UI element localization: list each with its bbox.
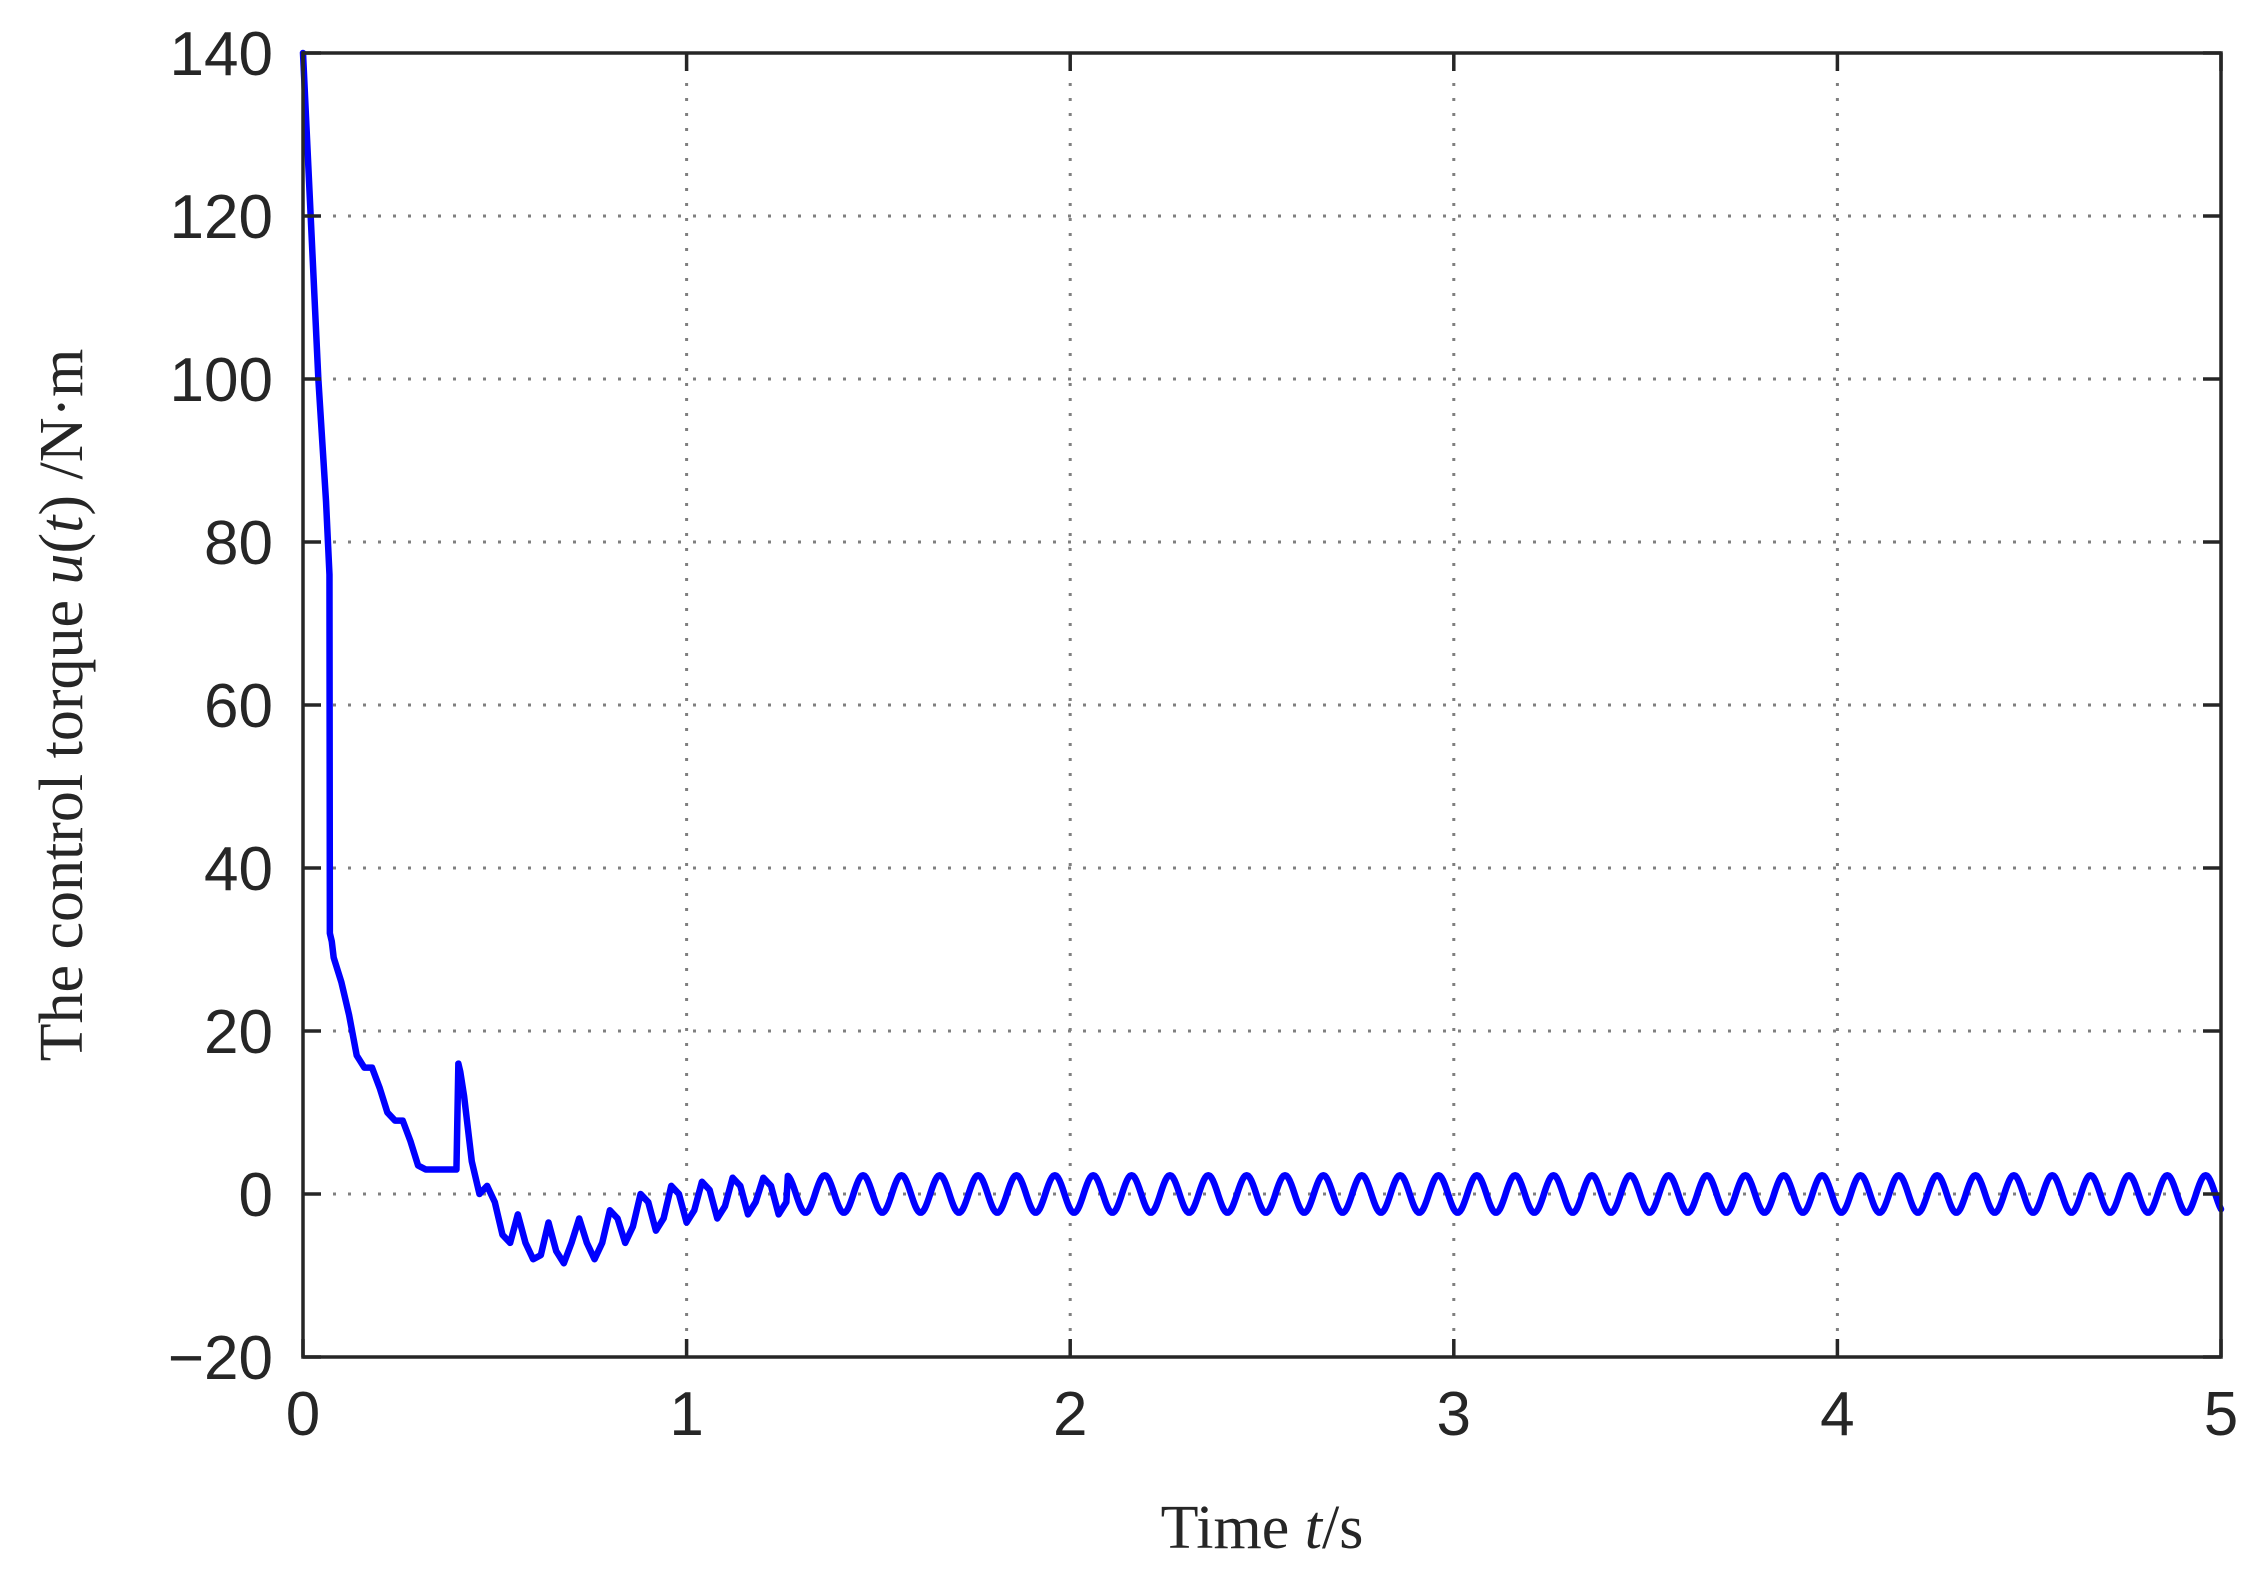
y-tick-label-8: 140 (170, 20, 273, 89)
x-tick-label-5: 5 (2204, 1380, 2238, 1449)
y-tick-label-4: 60 (204, 672, 273, 741)
x-tick-label-1: 1 (669, 1380, 703, 1449)
y-tick-label-0: −20 (168, 1324, 273, 1393)
y-axis-label: The control torque u(t) /N·m (28, 349, 96, 1062)
tick-marks (301, 51, 2223, 1359)
y-tick-labels: −20 0 20 40 60 80 100 120 140 (168, 20, 273, 1393)
grid (303, 53, 2221, 1357)
x-axis-label: Time t/s (1161, 1494, 1364, 1562)
y-tick-label-1: 0 (239, 1161, 273, 1230)
y-tick-label-5: 80 (204, 509, 273, 578)
series-group (299, 49, 2225, 1267)
y-tick-label-7: 120 (170, 183, 273, 252)
y-tick-label-2: 20 (204, 998, 273, 1067)
y-tick-label-3: 40 (204, 835, 273, 904)
x-tick-label-3: 3 (1437, 1380, 1471, 1449)
x-tick-labels: 0 1 2 3 4 5 (286, 1380, 2238, 1449)
x-tick-label-0: 0 (286, 1380, 320, 1449)
y-tick-label-6: 100 (170, 346, 273, 415)
x-tick-label-2: 2 (1053, 1380, 1087, 1449)
series-line-0 (299, 49, 2225, 1267)
x-tick-label-4: 4 (1820, 1380, 1854, 1449)
